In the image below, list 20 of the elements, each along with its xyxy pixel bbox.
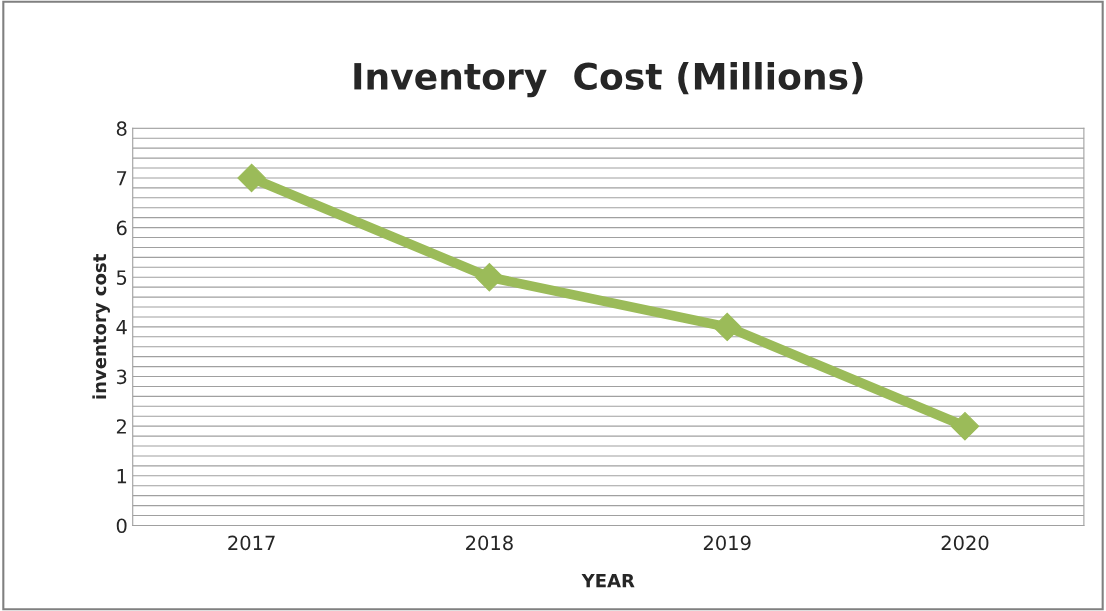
x-tick-label: 2017: [228, 535, 275, 551]
y-tick-label: 0: [116, 518, 127, 534]
y-tick-label: 8: [116, 121, 127, 136]
x-tick-label: 2018: [466, 535, 513, 551]
y-axis-title: inventory cost: [92, 254, 110, 399]
point: [237, 163, 266, 193]
y-tick-label: 3: [116, 369, 127, 385]
x-axis-title: YEAR: [581, 574, 635, 588]
x-tick-label: 2020: [941, 535, 989, 551]
y-tick-label: 4: [116, 320, 127, 335]
chart-title: Inventory Cost (Millions): [354, 61, 863, 98]
y-tick-label: 6: [116, 220, 127, 236]
y-tick-label: 7: [117, 171, 127, 186]
y-tick-label: 2: [116, 419, 126, 434]
y-tick-label: 1: [117, 469, 127, 484]
y-tick-label: 5: [116, 270, 127, 285]
point: [712, 312, 742, 342]
point: [950, 411, 980, 441]
x-tick-label: 2019: [703, 535, 751, 551]
point: [475, 262, 504, 292]
